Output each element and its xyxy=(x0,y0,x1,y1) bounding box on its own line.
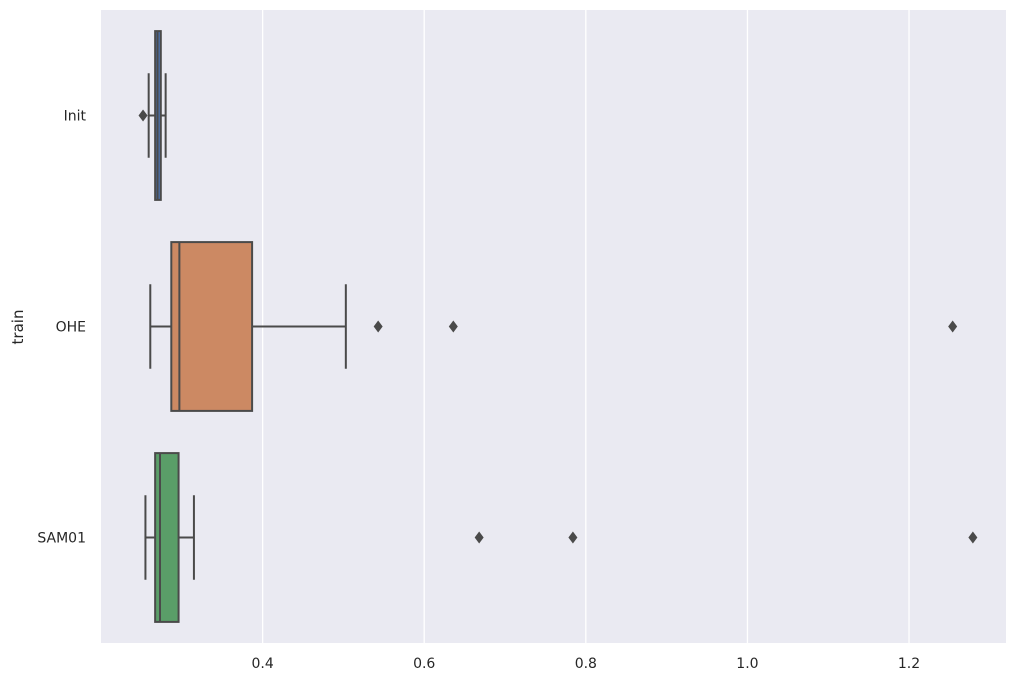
outlier-point xyxy=(448,320,458,333)
box-group xyxy=(144,452,978,623)
x-tick-label: 1.2 xyxy=(898,656,920,672)
box-iqr xyxy=(170,241,254,412)
outlier-point xyxy=(138,109,148,122)
x-tick-labels: 0.4 0.6 0.8 1.0 1.2 xyxy=(251,656,920,672)
y-tick-label: SAM01 xyxy=(37,531,86,547)
outlier-point xyxy=(968,531,978,544)
outlier-point xyxy=(474,531,484,544)
y-tick-labels: Init OHE SAM01 xyxy=(37,109,86,547)
box-group xyxy=(149,241,958,412)
x-tick-label: 0.6 xyxy=(413,656,435,672)
outlier-point xyxy=(373,320,383,333)
box-group xyxy=(138,30,167,201)
x-tick-label: 1.0 xyxy=(736,656,758,672)
boxes-layer xyxy=(138,30,978,623)
outlier-point xyxy=(568,531,578,544)
outlier-point xyxy=(948,320,958,333)
y-axis-label: train xyxy=(9,310,27,345)
x-tick-label: 0.4 xyxy=(251,656,273,672)
x-tick-label: 0.8 xyxy=(575,656,597,672)
y-tick-label: Init xyxy=(64,109,87,125)
box-iqr xyxy=(154,452,180,623)
grid-lines xyxy=(261,10,910,643)
y-tick-label: OHE xyxy=(56,320,86,336)
